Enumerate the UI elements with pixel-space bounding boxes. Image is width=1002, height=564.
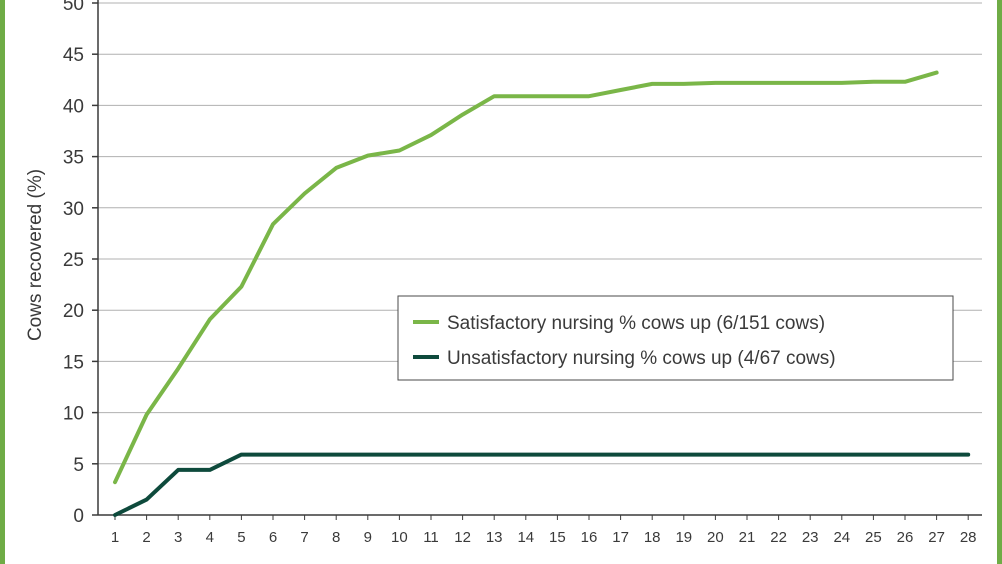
- y-tick-label: 0: [73, 506, 84, 527]
- x-tick-labels: 1 2 3 4 5 6 7 8 9 10 11 12 13 14 15 16 17 18 19 20 21 22 23 24 2…: [111, 515, 977, 546]
- y-tick-label: 40: [63, 96, 84, 117]
- series-lines: [113, 70, 971, 517]
- x-tick-label: 24: [833, 529, 850, 546]
- legend: Satisfactory nursing % cows up (6/151 co…: [397, 295, 954, 381]
- x-tick-label: 10: [391, 529, 408, 546]
- x-tick-label: 8: [332, 529, 340, 546]
- x-tick-label: 13: [486, 529, 503, 546]
- x-tick-label: 14: [517, 529, 534, 546]
- x-tick-label: 21: [739, 529, 756, 546]
- x-tick-label: 27: [928, 529, 945, 546]
- x-tick-label: 18: [644, 529, 661, 546]
- y-tick-labels: 0 5 10 15 20 25 30 35 40 45 50: [63, 0, 98, 527]
- chart-frame: 0 5 10 15 20 25 30 35 40 45 50 1 2 3 4 5 6 7 8 9 10 11 12 13 14…: [5, 0, 997, 564]
- legend-label-satisfactory: Satisfactory nursing % cows up (6/151 co…: [447, 313, 825, 334]
- legend-label-unsatisfactory: Unsatisfactory nursing % cows up (4/67 c…: [447, 348, 836, 369]
- x-tick-label: 25: [865, 529, 882, 546]
- y-tick-label: 50: [63, 0, 84, 15]
- y-tick-label: 10: [63, 404, 84, 425]
- series-line-satisfactory: [113, 70, 939, 485]
- y-axis-label: Cows recovered (%): [25, 169, 46, 341]
- x-tick-label: 12: [454, 529, 471, 546]
- series-line-unsatisfactory: [113, 452, 971, 517]
- x-tick-label: 5: [237, 529, 245, 546]
- x-tick-label: 4: [206, 529, 214, 546]
- gridlines: [98, 2, 982, 465]
- x-tick-label: 28: [960, 529, 977, 546]
- x-tick-label: 23: [802, 529, 819, 546]
- x-tick-label: 20: [707, 529, 724, 546]
- y-tick-label: 30: [63, 199, 84, 220]
- x-tick-label: 19: [675, 529, 692, 546]
- x-tick-label: 26: [897, 529, 914, 546]
- x-tick-label: 16: [581, 529, 598, 546]
- x-tick-label: 3: [174, 529, 182, 546]
- x-tick-label: 15: [549, 529, 566, 546]
- y-tick-label: 25: [63, 250, 84, 271]
- x-tick-label: 22: [770, 529, 787, 546]
- x-tick-label: 7: [300, 529, 308, 546]
- y-tick-label: 15: [63, 352, 84, 373]
- x-tick-label: 9: [364, 529, 372, 546]
- legend-box: [397, 295, 954, 381]
- y-tick-label: 35: [63, 148, 84, 169]
- y-tick-label: 45: [63, 45, 84, 66]
- y-tick-label: 5: [73, 455, 84, 476]
- y-tick-label: 20: [63, 301, 84, 322]
- x-tick-label: 1: [111, 529, 119, 546]
- x-tick-label: 6: [269, 529, 277, 546]
- x-tick-label: 2: [142, 529, 150, 546]
- x-tick-label: 11: [423, 529, 439, 546]
- x-tick-label: 17: [612, 529, 629, 546]
